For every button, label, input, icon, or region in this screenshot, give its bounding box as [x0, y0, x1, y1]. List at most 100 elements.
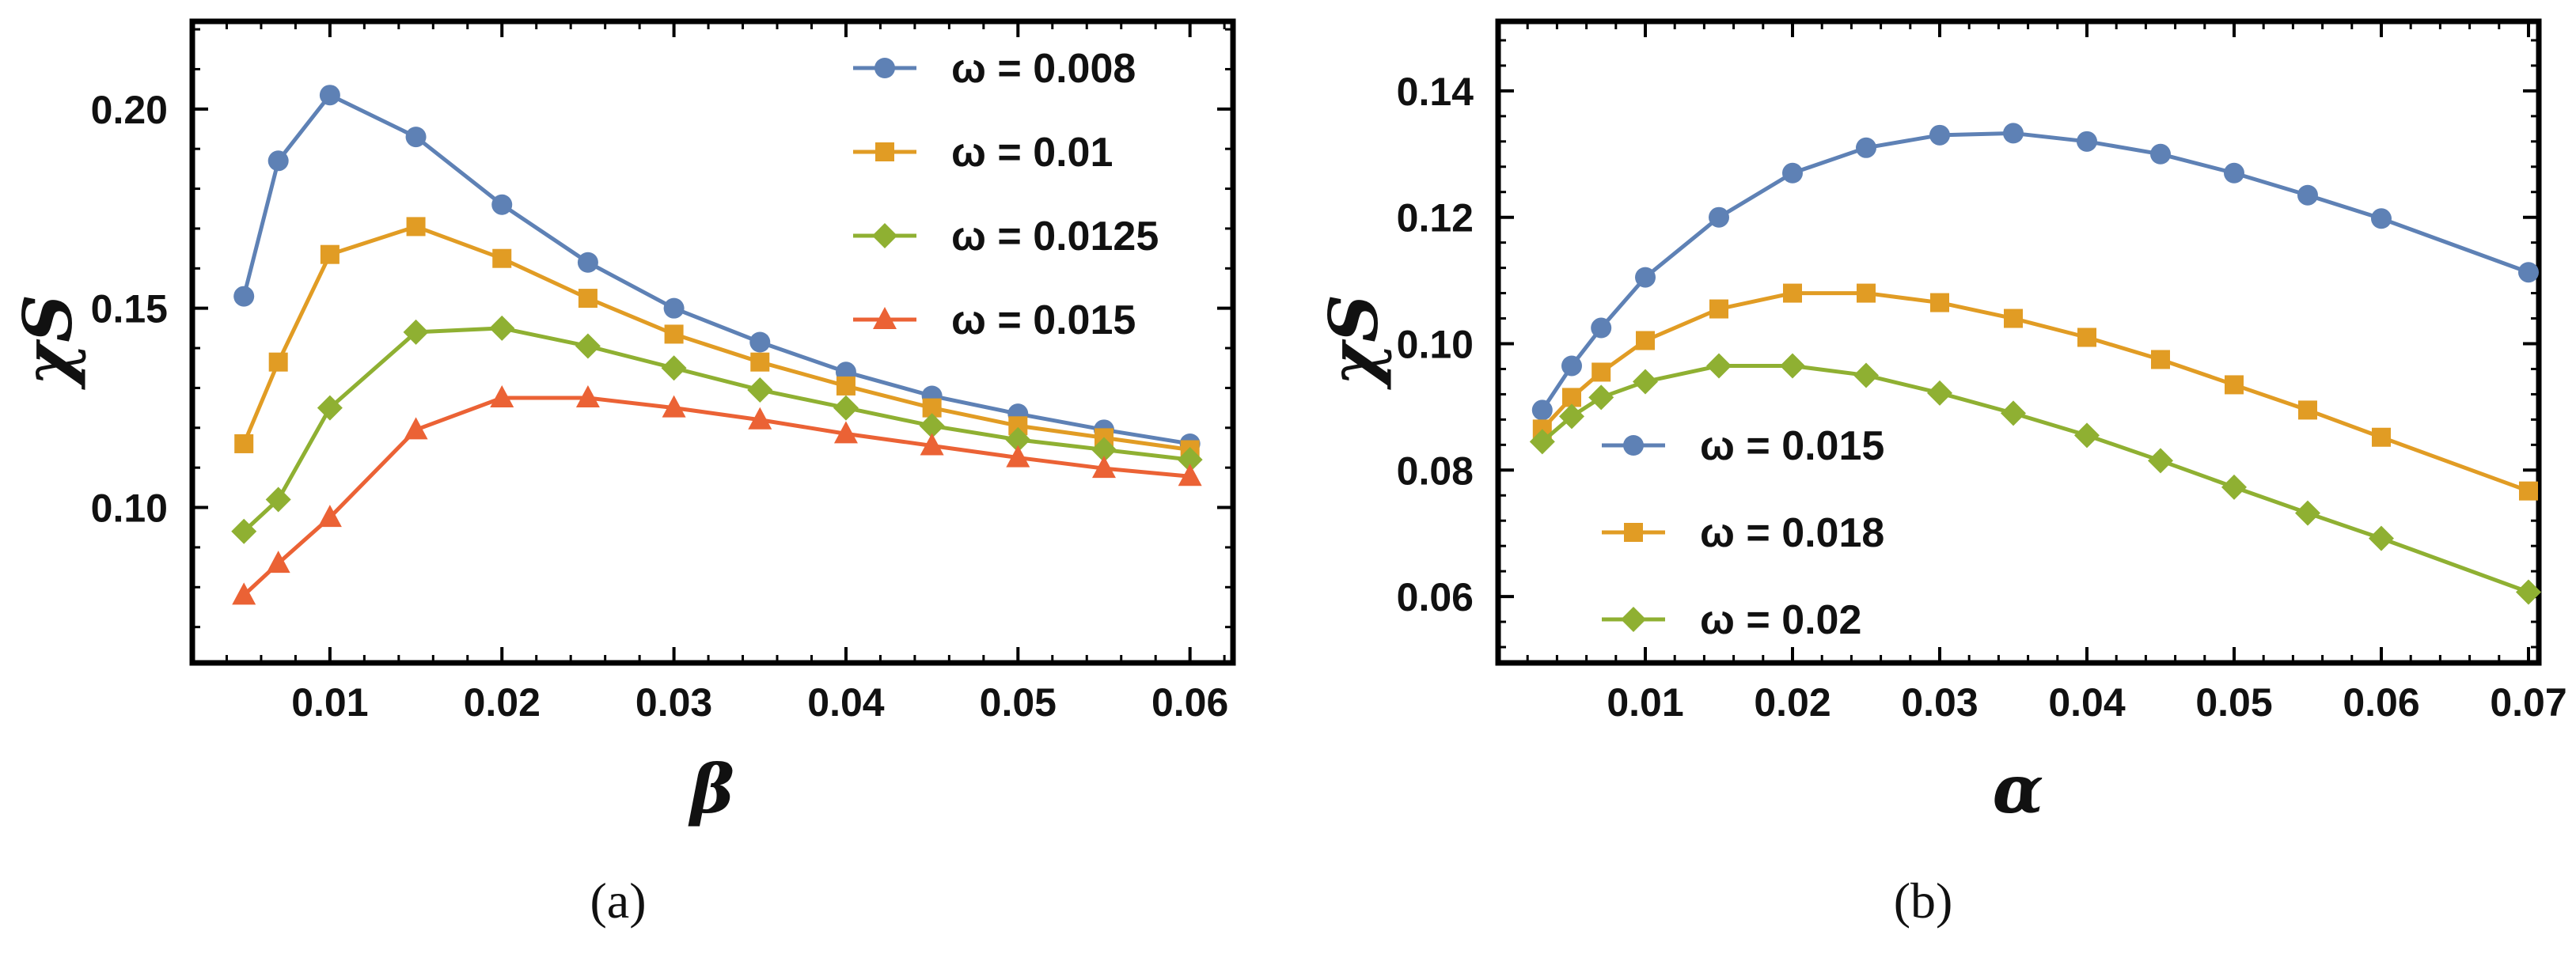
- series-a-2: [231, 315, 1203, 544]
- data-point: [2073, 422, 2100, 449]
- legend-label: ω = 0.02: [1700, 597, 1861, 643]
- data-point: [1006, 445, 1030, 468]
- data-point: [1529, 429, 1555, 455]
- x-tick-label: 0.02: [464, 680, 541, 725]
- plot-frame-a: [189, 18, 1236, 666]
- data-point: [2518, 481, 2538, 501]
- data-point: [2297, 184, 2318, 206]
- y-tick-label: 0.20: [91, 88, 168, 132]
- data-point: [317, 505, 342, 528]
- y-tick-label: 0.10: [1397, 322, 1474, 366]
- data-point: [490, 385, 514, 408]
- legend-marker: [872, 223, 897, 248]
- data-point: [1929, 124, 1950, 146]
- data-point: [575, 333, 601, 359]
- data-point: [2149, 143, 2171, 165]
- x-tick-label: 0.03: [1901, 680, 1978, 725]
- data-point: [405, 127, 427, 148]
- data-point: [2150, 350, 2170, 369]
- series-a-3: [232, 385, 1202, 605]
- data-point: [1705, 353, 1732, 379]
- y-tick-label: 0.15: [91, 287, 168, 331]
- data-point: [836, 376, 856, 396]
- data-point: [1708, 206, 1729, 228]
- data-point: [748, 407, 772, 430]
- data-point: [575, 385, 600, 408]
- legend-label: ω = 0.015: [951, 297, 1136, 343]
- data-point: [2294, 500, 2320, 526]
- data-point: [2147, 448, 2173, 474]
- legend-a: ω = 0.008 ω = 0.01 ω = 0.0125 ω = 0.015: [853, 46, 1159, 343]
- data-point: [2517, 262, 2539, 283]
- series-line: [1541, 363, 2529, 594]
- x-tick-label: 0.04: [2048, 680, 2126, 725]
- data-point: [1591, 317, 1612, 339]
- data-point: [320, 244, 340, 264]
- data-point: [1091, 456, 1116, 479]
- data-point: [663, 297, 685, 319]
- legend-marker: [874, 58, 895, 78]
- series-line: [1540, 291, 2529, 494]
- data-point: [578, 289, 598, 309]
- data-point: [2368, 525, 2394, 551]
- data-point: [1592, 362, 1611, 382]
- data-point: [406, 217, 426, 237]
- data-point: [1561, 355, 1582, 377]
- y-axis-label: χS: [9, 294, 87, 390]
- series-b-0: [1531, 123, 2539, 421]
- data-point: [231, 518, 257, 544]
- data-point: [1929, 293, 1949, 312]
- data-point: [266, 551, 290, 574]
- data-point: [2077, 327, 2096, 347]
- data-point: [2221, 474, 2247, 500]
- data-point: [2515, 579, 2541, 605]
- data-point: [2076, 131, 2097, 152]
- legend-marker: [1624, 523, 1643, 542]
- data-point: [1781, 162, 1803, 184]
- data-point: [833, 421, 858, 444]
- data-point: [1531, 399, 1553, 421]
- data-point: [265, 486, 291, 513]
- data-point: [2297, 400, 2317, 420]
- data-point: [1926, 380, 1952, 406]
- data-point: [1635, 331, 1655, 350]
- data-point: [233, 286, 255, 307]
- legend-label: ω = 0.0125: [951, 214, 1159, 259]
- x-tick-label: 0.05: [980, 680, 1057, 725]
- data-point: [2371, 427, 2391, 447]
- data-point: [1782, 283, 1802, 303]
- data-point: [1856, 283, 1876, 303]
- data-point: [1177, 447, 1203, 473]
- data-point: [833, 395, 859, 421]
- legend-marker: [873, 307, 897, 329]
- figure-caption: (b): [1894, 873, 1953, 929]
- data-point: [267, 150, 289, 172]
- data-point: [749, 331, 771, 353]
- data-point: [492, 248, 512, 268]
- y-tick-label: 0.10: [91, 486, 168, 531]
- x-tick-label: 0.03: [635, 680, 712, 725]
- y-tick-label: 0.12: [1397, 196, 1474, 240]
- data-point: [919, 413, 945, 439]
- legend-label: ω = 0.015: [1700, 423, 1884, 469]
- data-point: [1634, 267, 1656, 288]
- x-tick-label: 0.02: [1754, 680, 1831, 725]
- data-point: [491, 194, 513, 215]
- data-point: [2223, 162, 2244, 184]
- series-a-1: [234, 217, 1200, 460]
- data-point: [922, 398, 942, 418]
- legend-label: ω = 0.01: [951, 130, 1113, 176]
- legend-marker: [1623, 435, 1644, 456]
- x-tick-label: 0.07: [2490, 680, 2567, 725]
- series-line: [242, 396, 1190, 597]
- data-point: [577, 252, 598, 273]
- legend-b: ω = 0.015 ω = 0.018 ω = 0.02: [1602, 423, 1884, 643]
- x-tick-label: 0.04: [807, 680, 885, 725]
- x-tick-label: 0.06: [1151, 680, 1228, 725]
- data-point: [489, 315, 515, 341]
- data-point: [319, 85, 340, 106]
- data-point: [1005, 426, 1031, 452]
- data-point: [1853, 362, 1879, 388]
- data-point: [234, 433, 254, 453]
